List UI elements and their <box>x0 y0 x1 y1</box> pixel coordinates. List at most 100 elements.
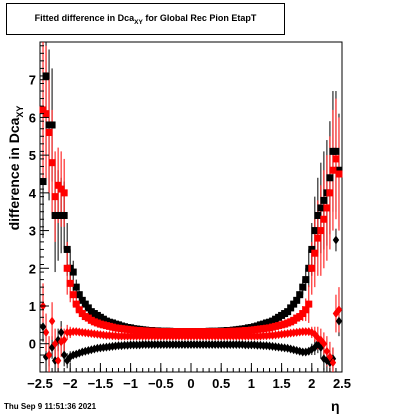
x-tick-label: −0.5 <box>148 376 174 391</box>
data-point-diamond <box>329 358 337 368</box>
chart-title-rest: for Global Rec Pion EtapT <box>142 13 257 23</box>
data-point-square <box>51 193 59 201</box>
data-point-square <box>317 227 325 235</box>
data-point-square <box>284 308 292 316</box>
x-tick-label: 2 <box>308 376 315 391</box>
data-point-square <box>305 300 313 308</box>
x-tick-label: 1.5 <box>273 376 291 391</box>
data-point-square <box>335 166 343 174</box>
data-point-square <box>293 296 301 304</box>
data-point-square <box>299 283 307 291</box>
chart-title-main: Fitted difference in Dca <box>34 13 135 23</box>
data-point-square <box>48 159 56 167</box>
data-point-square <box>326 174 334 182</box>
data-point-diamond <box>39 322 47 332</box>
data-point-square <box>332 155 340 163</box>
data-point-square <box>39 106 47 114</box>
y-tick-label: 0 <box>29 337 36 352</box>
y-tick-label: 5 <box>29 148 36 163</box>
data-point-diamond <box>94 329 101 339</box>
data-point-diamond <box>100 342 107 352</box>
data-point-square <box>287 304 295 312</box>
data-point-square <box>63 264 71 272</box>
data-point-diamond <box>88 329 95 339</box>
data-point-square <box>63 245 71 253</box>
data-point-square <box>302 276 310 284</box>
data-point-diamond <box>54 356 62 366</box>
data-point-diamond <box>335 316 343 326</box>
y-tick-label: 4 <box>29 186 37 201</box>
x-axis-title: η <box>331 398 340 414</box>
data-point-diamond <box>73 327 80 337</box>
data-point-square <box>57 185 65 193</box>
data-point-square <box>45 129 53 137</box>
x-tick-label: −2 <box>63 376 78 391</box>
y-tick-label: 7 <box>29 73 36 88</box>
y-tick-label: 1 <box>29 299 36 314</box>
data-point-square <box>75 306 83 314</box>
x-tick-label: −1.5 <box>88 376 114 391</box>
data-point-diamond <box>42 327 50 337</box>
data-point-square <box>72 300 80 308</box>
data-point-diamond <box>136 340 143 350</box>
data-point-square <box>66 279 74 287</box>
data-point-square <box>60 189 68 197</box>
data-point-diamond <box>239 339 246 349</box>
data-point-diamond <box>335 305 343 315</box>
data-point-square <box>78 296 86 304</box>
data-point-diamond <box>48 316 56 326</box>
data-point-square <box>323 204 331 212</box>
data-point-diamond <box>320 339 328 349</box>
data-point-diamond <box>57 327 65 337</box>
x-tick-label: −2.5 <box>27 376 53 391</box>
data-point-diamond <box>67 352 74 362</box>
data-point-square <box>81 300 89 308</box>
data-point-square <box>69 291 77 299</box>
chart-title-subscript: XY <box>134 18 143 26</box>
data-point-diamond <box>100 330 107 340</box>
data-point-diamond <box>106 342 113 352</box>
data-point-square <box>75 291 83 299</box>
data-point-square <box>308 245 316 253</box>
data-point-square <box>326 189 334 197</box>
footer-timestamp: Thu Sep 9 11:51:36 2021 <box>4 402 97 411</box>
data-point-diamond <box>326 352 334 362</box>
data-point-square <box>314 211 322 219</box>
x-tick-label: −1 <box>123 376 138 391</box>
data-point-square <box>329 166 337 174</box>
data-point-square <box>308 264 316 272</box>
x-tick-label: 2.5 <box>333 376 351 391</box>
data-point-square <box>48 121 56 129</box>
data-point-square <box>314 234 322 242</box>
chart-title: Fitted difference in DcaXY for Global Re… <box>7 13 284 26</box>
y-tick-label: 2 <box>29 261 36 276</box>
data-point-square <box>320 196 328 204</box>
data-point-square <box>69 268 77 276</box>
data-point-diamond <box>88 345 95 355</box>
data-point-diamond <box>94 343 101 353</box>
data-point-diamond <box>54 335 62 345</box>
data-point-square <box>54 181 62 189</box>
x-axis-ticks: −2.5 −2 −1.5 −1 −0.5 0 0.5 1 1.5 2 2.5 <box>27 363 351 391</box>
data-point-square <box>84 304 92 312</box>
data-point-square <box>332 147 340 155</box>
y-axis-title-subscript: XY <box>15 106 25 118</box>
data-point-diamond <box>323 346 331 356</box>
x-tick-label: 0 <box>187 376 194 391</box>
data-point-diamond <box>45 350 53 360</box>
data-point-square <box>296 291 304 299</box>
data-point-square <box>42 110 50 118</box>
data-point-square <box>335 170 343 178</box>
data-point-diamond <box>332 235 340 245</box>
data-point-diamond <box>60 335 68 345</box>
data-point-square <box>320 215 328 223</box>
data-point-square <box>60 211 68 219</box>
data-point-diamond <box>51 339 59 349</box>
y-axis-ticks: 0 1 2 3 4 5 6 7 <box>29 45 49 364</box>
data-point-square <box>302 306 310 314</box>
data-point-square <box>42 72 50 80</box>
data-point-square <box>299 310 307 318</box>
x-tick-label: 0.5 <box>212 376 230 391</box>
y-tick-label: 6 <box>29 110 36 125</box>
